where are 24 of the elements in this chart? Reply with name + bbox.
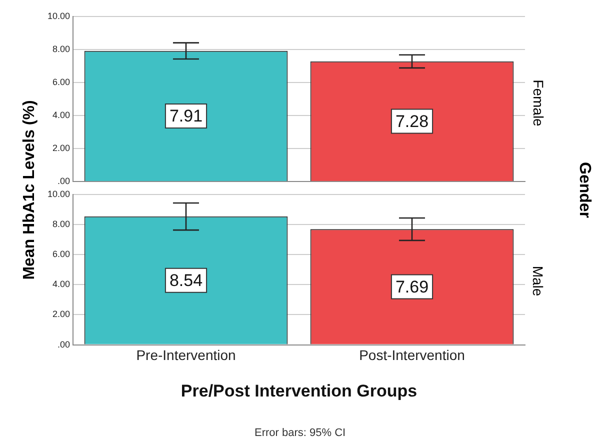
text: Error bars: 95% CI bbox=[254, 427, 346, 439]
x-axis-title: Pre/Post Intervention Groups bbox=[180, 381, 418, 400]
y-tick-label: 2.00 bbox=[52, 143, 70, 154]
y-tick-label: 8.00 bbox=[52, 218, 70, 229]
y-axis-title: Mean HbA1c Levels (%) bbox=[20, 100, 39, 280]
y-tick-label: .00 bbox=[57, 339, 70, 350]
y-tick-label: 6.00 bbox=[52, 249, 70, 260]
x-tick-label: Post-Intervention bbox=[359, 347, 465, 364]
y-tick-label: 10.00 bbox=[47, 188, 70, 199]
text: Gender bbox=[575, 162, 594, 218]
y2-axis-title: Male bbox=[530, 266, 546, 296]
data-label: 7.28 bbox=[395, 112, 429, 131]
y-tick-label: 6.00 bbox=[52, 76, 70, 87]
data-label: 8.54 bbox=[169, 271, 203, 290]
data-label: 7.91 bbox=[169, 106, 203, 126]
y-tick-label: 4.00 bbox=[52, 279, 70, 290]
y-tick-label: 8.00 bbox=[52, 44, 70, 54]
y-tick-label: .00 bbox=[57, 176, 70, 186]
y-tick-label: 10.00 bbox=[47, 10, 70, 21]
y-tick-label: 4.00 bbox=[52, 110, 70, 120]
data-label: 7.69 bbox=[395, 277, 429, 296]
x-tick-label: Pre-Intervention bbox=[136, 347, 236, 364]
y2-axis-title: Female bbox=[530, 80, 546, 126]
y-tick-label: 2.00 bbox=[52, 309, 70, 320]
